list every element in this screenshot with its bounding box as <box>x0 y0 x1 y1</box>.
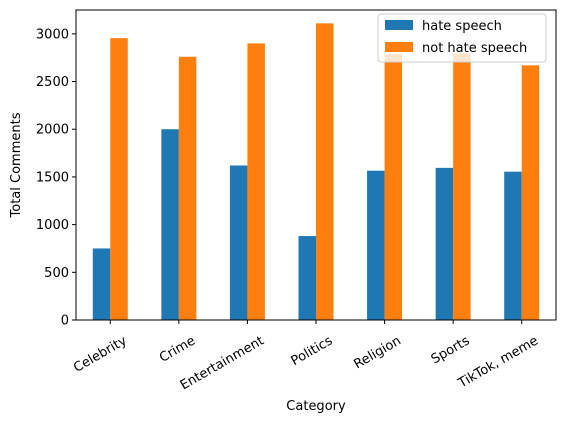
y-tick-label: 3000 <box>36 27 69 42</box>
bar-not-hate-speech-crime <box>178 56 197 320</box>
bar-not-hate-speech-entertainment <box>247 43 265 321</box>
bar-hate-speech-religion <box>367 170 385 320</box>
y-tick-label: 1000 <box>36 218 69 233</box>
bar-not-hate-speech-religion <box>384 53 403 320</box>
bar-not-hate-speech-celebrity <box>110 38 128 321</box>
legend-box <box>377 13 547 63</box>
bars-layer <box>92 23 540 321</box>
x-tick-label: Sports <box>429 333 473 367</box>
legend: hate speech not hate speech <box>377 13 547 63</box>
legend-swatch-not-hate-speech <box>385 42 413 52</box>
bar-hate-speech-tiktok-meme <box>504 171 522 320</box>
y-tick-label: 500 <box>44 266 69 281</box>
y-tick-label: 1500 <box>36 170 69 185</box>
x-tick-label: Politics <box>289 333 336 369</box>
x-tick-label: Religion <box>351 333 403 372</box>
bar-hate-speech-celebrity <box>92 248 111 320</box>
y-axis-ticks: 0 500 1000 1500 2000 2500 3000 <box>36 27 76 329</box>
y-axis-label: Total Comments <box>9 112 24 218</box>
bar-hate-speech-sports <box>435 167 454 320</box>
legend-swatch-hate-speech <box>385 20 413 30</box>
x-axis-label: Category <box>286 399 346 414</box>
bar-not-hate-speech-sports <box>453 53 471 321</box>
y-tick-label: 0 <box>61 314 69 329</box>
plot-frame <box>75 9 557 321</box>
x-tick-label: Celebrity <box>71 333 130 375</box>
legend-label-not-hate-speech: not hate speech <box>422 41 527 56</box>
bar-hate-speech-entertainment <box>229 165 248 320</box>
bar-not-hate-speech-politics <box>316 23 334 320</box>
bar-not-hate-speech-tiktok-meme <box>521 65 540 320</box>
y-tick-label: 2000 <box>36 123 69 138</box>
legend-label-hate-speech: hate speech <box>422 19 502 34</box>
bar-hate-speech-politics <box>298 236 316 320</box>
bar-hate-speech-crime <box>161 129 179 320</box>
x-tick-label: Crime <box>157 333 198 365</box>
y-tick-label: 2500 <box>36 75 69 90</box>
